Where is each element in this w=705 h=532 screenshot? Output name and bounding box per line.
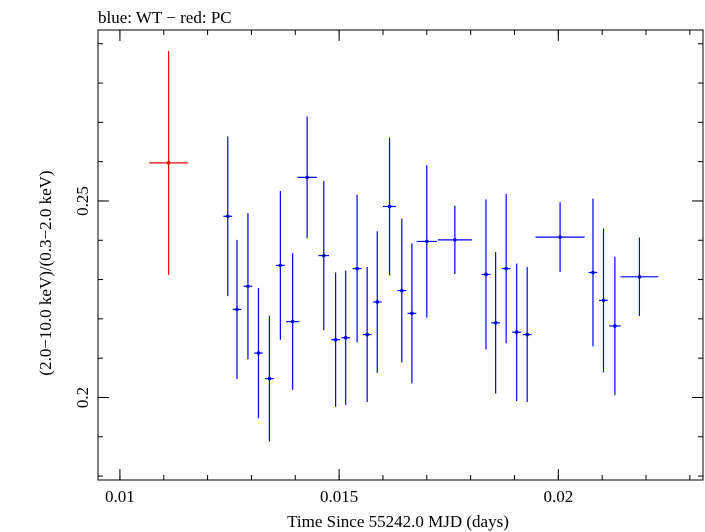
- point-marker: [425, 239, 429, 244]
- data-point: [481, 199, 491, 350]
- data-point: [535, 202, 585, 273]
- point-marker: [321, 253, 326, 258]
- axis-tick-labels: 0.01 0.015 0.02 0.2 0.25: [73, 186, 573, 506]
- data-point: [609, 256, 621, 396]
- point-marker: [267, 376, 272, 381]
- data-point: [397, 218, 407, 363]
- chart-title: blue: WT − red: PC: [98, 8, 232, 27]
- point-marker: [601, 298, 606, 303]
- data-point: [588, 198, 598, 347]
- point-marker: [365, 332, 369, 337]
- point-marker: [453, 238, 457, 242]
- point-marker: [290, 319, 295, 324]
- data-point: [382, 137, 397, 276]
- data-point: [254, 287, 263, 419]
- data-point: [491, 252, 501, 394]
- data-point: [341, 270, 351, 405]
- point-marker: [410, 311, 414, 316]
- data-points: [149, 50, 659, 442]
- point-marker: [484, 272, 488, 277]
- point-marker: [637, 275, 642, 279]
- data-point: [407, 243, 417, 384]
- point-marker: [400, 288, 404, 293]
- y-tick-label-group: 0.2: [73, 387, 92, 408]
- data-point: [501, 193, 511, 344]
- point-marker: [343, 335, 348, 340]
- x-tick-label: 0.015: [320, 487, 358, 506]
- point-marker: [504, 266, 508, 271]
- series-wt: [223, 116, 659, 442]
- point-marker: [493, 320, 498, 325]
- point-marker: [613, 324, 617, 328]
- data-point: [149, 50, 188, 275]
- point-marker: [355, 266, 359, 271]
- point-marker: [558, 235, 562, 239]
- data-point: [243, 213, 253, 360]
- point-marker: [305, 175, 309, 180]
- point-marker: [387, 204, 392, 209]
- point-marker: [375, 300, 380, 304]
- x-tick-label: 0.02: [543, 487, 573, 506]
- data-point: [599, 228, 608, 373]
- data-point: [522, 266, 532, 403]
- data-point: [372, 231, 382, 373]
- point-marker: [514, 330, 519, 335]
- data-point: [232, 239, 242, 379]
- data-point: [286, 253, 300, 390]
- point-marker: [246, 284, 250, 289]
- data-point: [437, 205, 472, 275]
- y-tick-label-group: 0.25: [73, 186, 92, 216]
- point-marker: [256, 351, 261, 355]
- y-axis-label-group: (2.0−10.0 keV)/(0.3−2.0 keV): [36, 170, 55, 375]
- plot-frame: [97, 29, 704, 481]
- series-pc: [149, 50, 188, 275]
- point-marker: [591, 270, 595, 275]
- data-point: [352, 194, 362, 343]
- data-point: [416, 165, 437, 318]
- data-point: [265, 315, 274, 442]
- x-axis-label: Time Since 55242.0 MJD (days): [287, 512, 509, 531]
- x-tick-label: 0.01: [105, 487, 135, 506]
- point-marker: [278, 263, 283, 268]
- data-point: [620, 237, 659, 317]
- point-marker: [333, 337, 338, 342]
- data-point: [362, 266, 372, 403]
- data-point: [223, 136, 233, 297]
- data-point: [318, 180, 330, 331]
- data-point: [331, 272, 340, 407]
- y-tick-label: 0.2: [73, 387, 92, 408]
- data-point: [297, 116, 317, 239]
- axis-ticks: [98, 30, 703, 480]
- y-tick-label: 0.25: [73, 186, 92, 216]
- y-axis-label: (2.0−10.0 keV)/(0.3−2.0 keV): [36, 170, 55, 375]
- point-marker: [525, 332, 529, 337]
- data-point: [512, 263, 522, 402]
- point-marker: [225, 214, 230, 219]
- point-marker: [235, 307, 239, 312]
- point-marker: [166, 161, 171, 165]
- data-point: [275, 191, 285, 340]
